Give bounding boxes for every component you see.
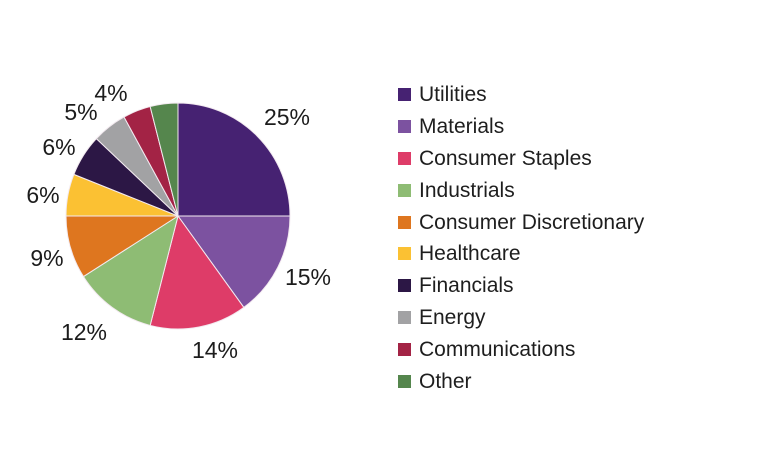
legend-swatch-industrials — [398, 183, 411, 197]
pct-label-utilities: 25% — [264, 104, 310, 130]
pct-label-consumer-staples: 14% — [192, 337, 238, 363]
pct-label-materials: 15% — [285, 264, 331, 290]
pie-slice-other — [149, 102, 179, 217]
legend-item-financials: Financials — [398, 270, 644, 302]
legend-label-financials: Financials — [419, 274, 514, 298]
pct-label-industrials: 12% — [61, 319, 107, 345]
pct-label-financials: 6% — [42, 134, 75, 160]
legend-swatch-consumer-staples — [398, 151, 411, 165]
legend-item-consumer-discretionary: Consumer Discretionary — [398, 206, 644, 238]
pct-label-healthcare: 6% — [26, 182, 59, 208]
legend-label-consumer-discretionary: Consumer Discretionary — [419, 210, 645, 234]
legend-item-materials: Materials — [398, 111, 644, 143]
pct-label-energy: 5% — [64, 99, 97, 125]
legend-swatch-materials — [398, 120, 411, 134]
pie-slice-industrials — [82, 215, 179, 326]
legend-label-consumer-staples: Consumer Staples — [419, 146, 592, 170]
legend-swatch-healthcare — [398, 247, 411, 261]
legend-swatch-energy — [398, 310, 411, 324]
legend-swatch-utilities — [398, 88, 411, 102]
legend-item-healthcare: Healthcare — [398, 238, 644, 270]
legend-item-industrials: Industrials — [398, 174, 644, 206]
legend-item-energy: Energy — [398, 302, 644, 334]
legend-swatch-communications — [398, 342, 411, 356]
legend-label-industrials: Industrials — [419, 178, 515, 202]
legend: Utilities Materials Consumer Staples Indust… — [398, 79, 644, 397]
legend-item-communications: Communications — [398, 333, 644, 365]
legend-item-other: Other — [398, 365, 644, 397]
legend-label-materials: Materials — [419, 115, 505, 139]
legend-label-healthcare: Healthcare — [419, 242, 521, 266]
legend-label-communications: Communications — [419, 337, 576, 361]
legend-label-utilities: Utilities — [419, 83, 487, 107]
legend-swatch-other — [398, 374, 411, 388]
legend-item-consumer-staples: Consumer Staples — [398, 143, 644, 175]
pct-label-consumer-discretionary: 9% — [30, 245, 63, 271]
legend-swatch-consumer-discretionary — [398, 215, 411, 229]
legend-label-energy: Energy — [419, 305, 486, 329]
pie-slice-consumer-staples — [149, 215, 245, 330]
pie-slice-utilities — [177, 102, 291, 217]
pct-label-communications: 4% — [94, 80, 127, 106]
legend-item-utilities: Utilities — [398, 79, 644, 111]
pie-slice-materials — [177, 215, 291, 308]
legend-label-other: Other — [419, 369, 472, 393]
legend-swatch-financials — [398, 279, 411, 293]
